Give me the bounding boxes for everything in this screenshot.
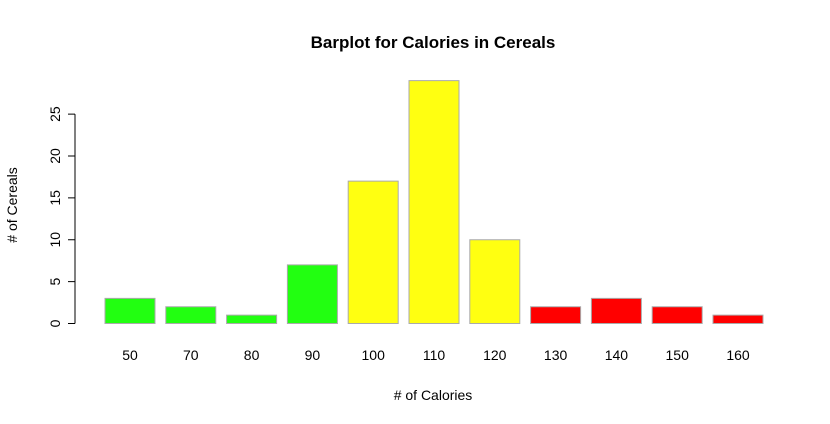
x-tick-label: 50 [122,347,138,363]
x-tick-label: 90 [305,347,321,363]
x-tick-label: 80 [244,347,260,363]
bar [408,80,460,324]
x-tick-label: 140 [605,347,629,363]
bar [469,239,521,324]
x-tick-label: 150 [666,347,690,363]
bar [712,314,764,324]
y-tick-label: 25 [47,106,63,122]
y-tick-label: 20 [47,148,63,164]
x-tick-label: 100 [362,347,386,363]
y-tick-label: 5 [47,278,63,286]
bar [104,297,156,324]
y-tick-label: 0 [47,319,63,327]
bar [226,314,278,324]
bar [590,297,642,324]
bar [651,306,703,324]
y-axis-label: # of Cereals [4,167,20,242]
y-axis: 0 5 10 15 20 25 [47,106,76,327]
chart-title: Barplot for Calories in Cereals [311,33,556,52]
x-tick-labels: 50 70 80 90 100 110 120 130 140 150 160 [122,347,750,363]
x-tick-label: 120 [483,347,507,363]
x-tick-label: 70 [183,347,199,363]
bars-group [104,80,764,324]
x-axis-label: # of Calories [394,387,473,403]
x-tick-label: 160 [726,347,750,363]
x-tick-label: 110 [423,347,446,363]
y-tick-label: 15 [47,190,63,206]
x-tick-label: 130 [544,347,568,363]
y-tick-label: 10 [47,232,63,248]
bar [347,180,399,324]
bar [530,306,582,324]
bar [286,264,338,324]
bar [165,306,217,324]
